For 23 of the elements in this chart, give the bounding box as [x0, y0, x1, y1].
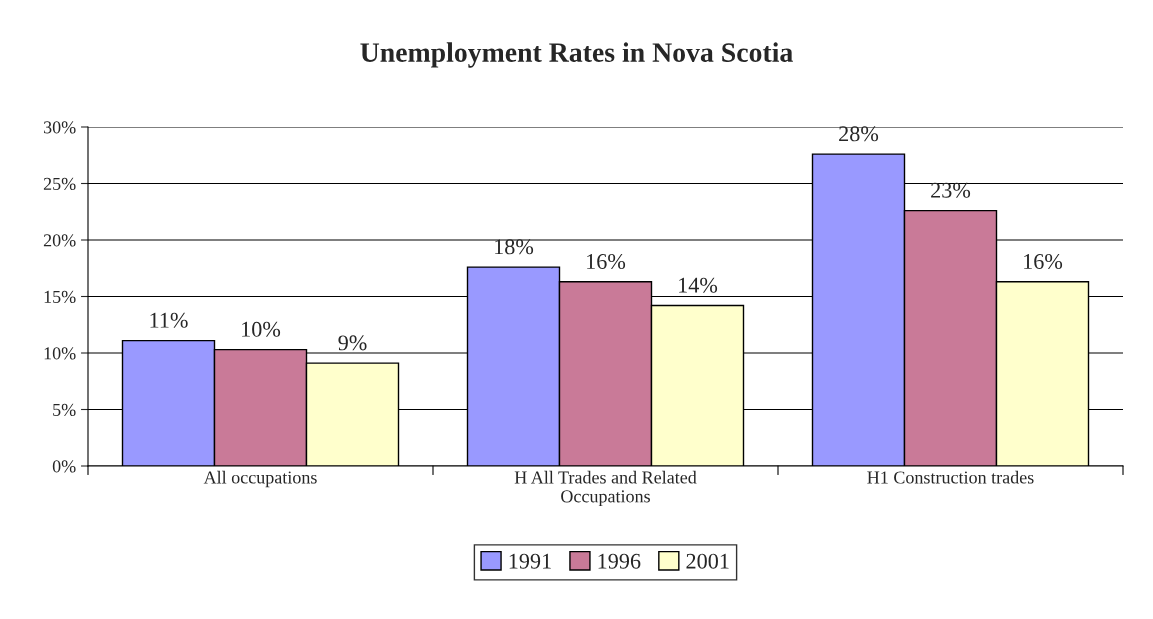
data-label: 23% — [931, 182, 971, 198]
data-label: 18% — [495, 239, 534, 255]
legend-label: 2001 — [686, 553, 729, 569]
data-label: 16% — [587, 253, 626, 270]
x-tick-label: H1 Construction trades — [867, 470, 1034, 484]
data-label: 10% — [242, 321, 281, 337]
legend-label: 1991 — [509, 553, 551, 569]
data-label: 11% — [150, 312, 188, 328]
y-tick-label: 25% — [43, 177, 76, 190]
y-tick-label: 10% — [44, 347, 76, 360]
legend-label: 1996 — [598, 553, 641, 569]
y-tick-label: 5% — [53, 403, 76, 416]
chart-title: Unemployment Rates in Nova Scotia — [360, 42, 793, 68]
data-label: 9% — [338, 335, 367, 351]
x-tick-label: All occupations — [203, 470, 317, 488]
y-tick-label: 0% — [52, 460, 76, 473]
y-tick-label: 30% — [43, 121, 76, 134]
y-tick-label: 20% — [43, 234, 76, 247]
x-tick-label: H All Trades and Related Occupations — [514, 470, 697, 507]
data-label: 16% — [1024, 253, 1063, 270]
y-tick-label: 15% — [44, 290, 76, 303]
data-label: 28% — [839, 126, 879, 142]
data-label: 14% — [679, 277, 718, 293]
